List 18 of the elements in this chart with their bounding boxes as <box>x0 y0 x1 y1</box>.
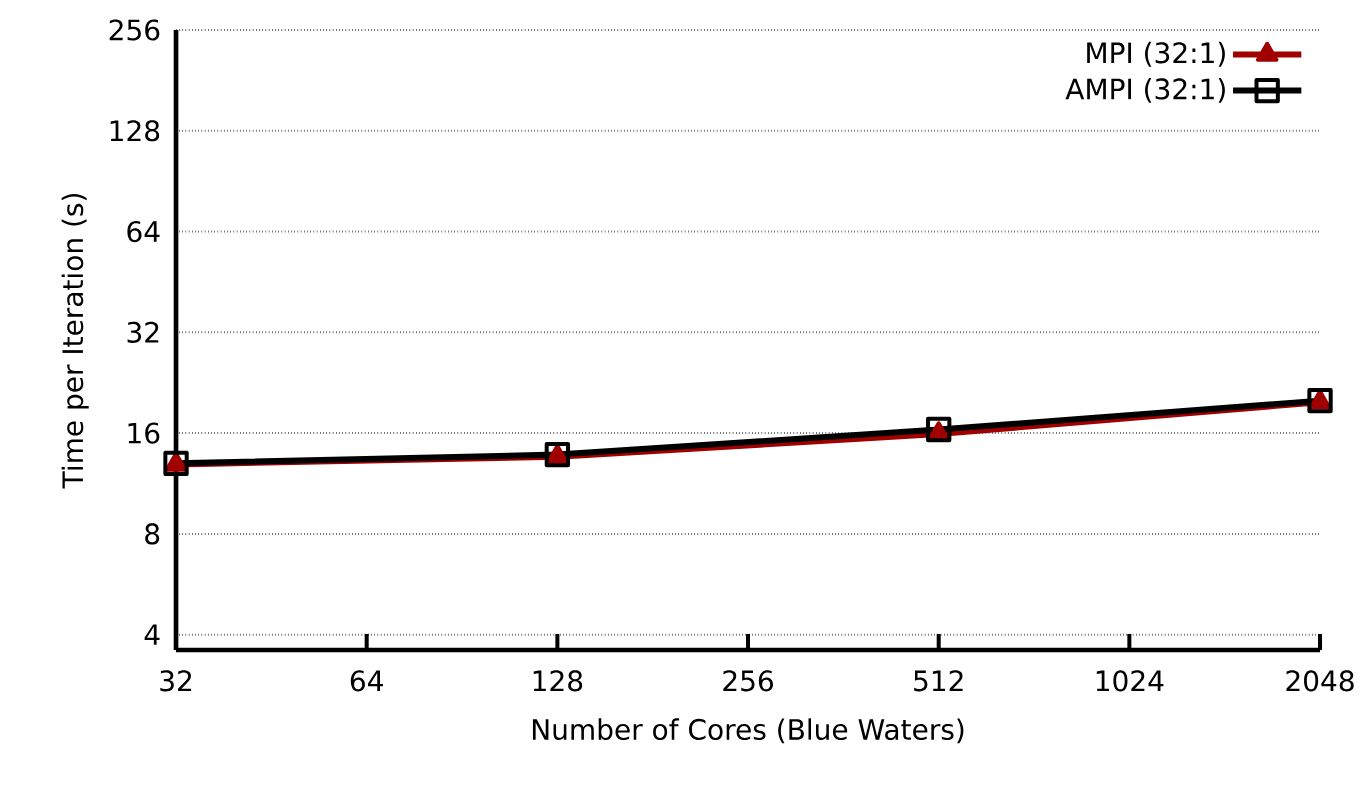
y-tick-label: 128 <box>110 120 160 142</box>
y-tick-label: 64 <box>127 220 160 243</box>
x-tick-label: 1024 <box>1096 670 1164 692</box>
x-axis-title: Number of Cores (Blue Waters) <box>532 718 964 744</box>
x-tick-label: 32 <box>160 670 192 692</box>
x-tick-label: 512 <box>914 670 963 692</box>
x-tick-label: 64 <box>350 670 383 692</box>
legend-label: AMPI (32:1) <box>1065 77 1225 103</box>
y-axis-title: Time per Iteration (s) <box>61 193 89 489</box>
x-tick-label: 128 <box>533 670 583 692</box>
legend-label: MPI (32:1) <box>1087 41 1225 67</box>
x-tick-label: 256 <box>723 670 773 692</box>
y-tick-label: 4 <box>144 624 160 645</box>
y-tick-label: 16 <box>128 422 160 444</box>
y-tick-label: 32 <box>127 321 159 343</box>
y-tick-label: 8 <box>145 523 160 545</box>
y-tick-label: 256 <box>109 19 160 41</box>
x-tick-label: 2048 <box>1286 670 1354 692</box>
